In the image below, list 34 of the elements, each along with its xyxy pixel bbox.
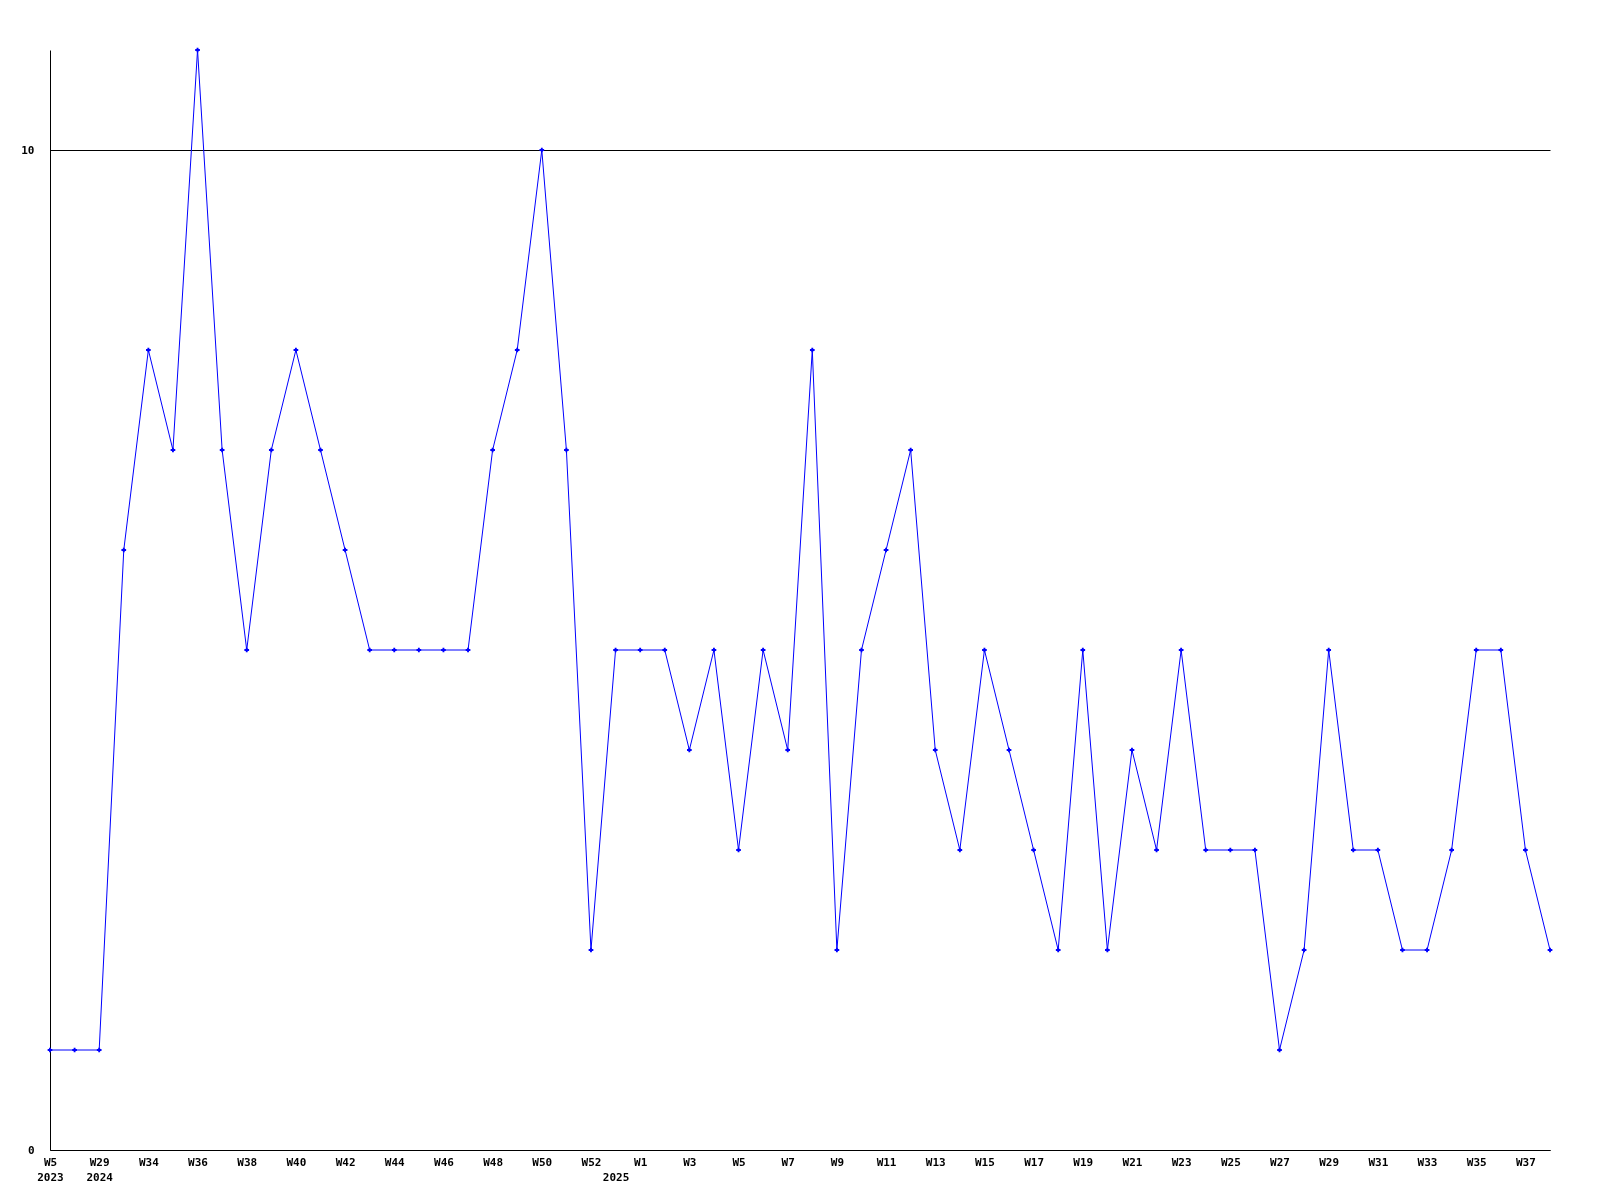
x-tick-label: W40 — [286, 1155, 307, 1169]
x-tick-label: W48 — [483, 1155, 504, 1169]
x-tick-label: W52 — [581, 1155, 602, 1169]
x-tick-label: W7 — [781, 1155, 795, 1169]
x-tick-label: W29 — [1319, 1155, 1340, 1169]
x-tick-label: W13 — [925, 1155, 946, 1169]
x-tick-label: 2025 — [602, 1170, 630, 1184]
x-tick-label: W1 — [634, 1155, 648, 1169]
x-tick-label: W33 — [1417, 1155, 1438, 1169]
x-tick-label: W21 — [1122, 1155, 1143, 1169]
x-tick-label: W23 — [1171, 1155, 1192, 1169]
x-tick-label: W17 — [1024, 1155, 1045, 1169]
x-tick-label: W29 2024 — [86, 1155, 114, 1184]
x-tick-label: W50 — [532, 1155, 553, 1169]
x-tick-label: W46 — [434, 1155, 455, 1169]
x-tick-label: W9 — [830, 1155, 845, 1169]
x-tick-label: W19 — [1073, 1155, 1094, 1169]
x-tick-label: W31 — [1368, 1155, 1389, 1169]
x-tick-label: W38 — [237, 1155, 258, 1169]
x-tick-label: W37 — [1515, 1155, 1536, 1169]
y-tick-label: 10 — [21, 143, 35, 157]
y-tick-label: 0 — [27, 1143, 35, 1157]
x-tick-label: W5 2023 — [37, 1155, 64, 1184]
x-tick-label: W3 — [683, 1155, 697, 1169]
x-tick-label: W11 — [876, 1155, 897, 1169]
x-tick-label: W42 — [335, 1155, 356, 1169]
x-tick-label: W27 — [1270, 1155, 1290, 1169]
x-tick-label: W25 — [1220, 1155, 1241, 1169]
x-tick-label: W5 — [732, 1155, 746, 1169]
x-tick-label: W44 — [384, 1155, 406, 1169]
x-tick-label: W36 — [188, 1155, 209, 1169]
x-tick-label: W34 — [138, 1155, 160, 1169]
x-tick-label: W15 — [974, 1155, 995, 1169]
x-tick-label: W35 — [1466, 1155, 1487, 1169]
